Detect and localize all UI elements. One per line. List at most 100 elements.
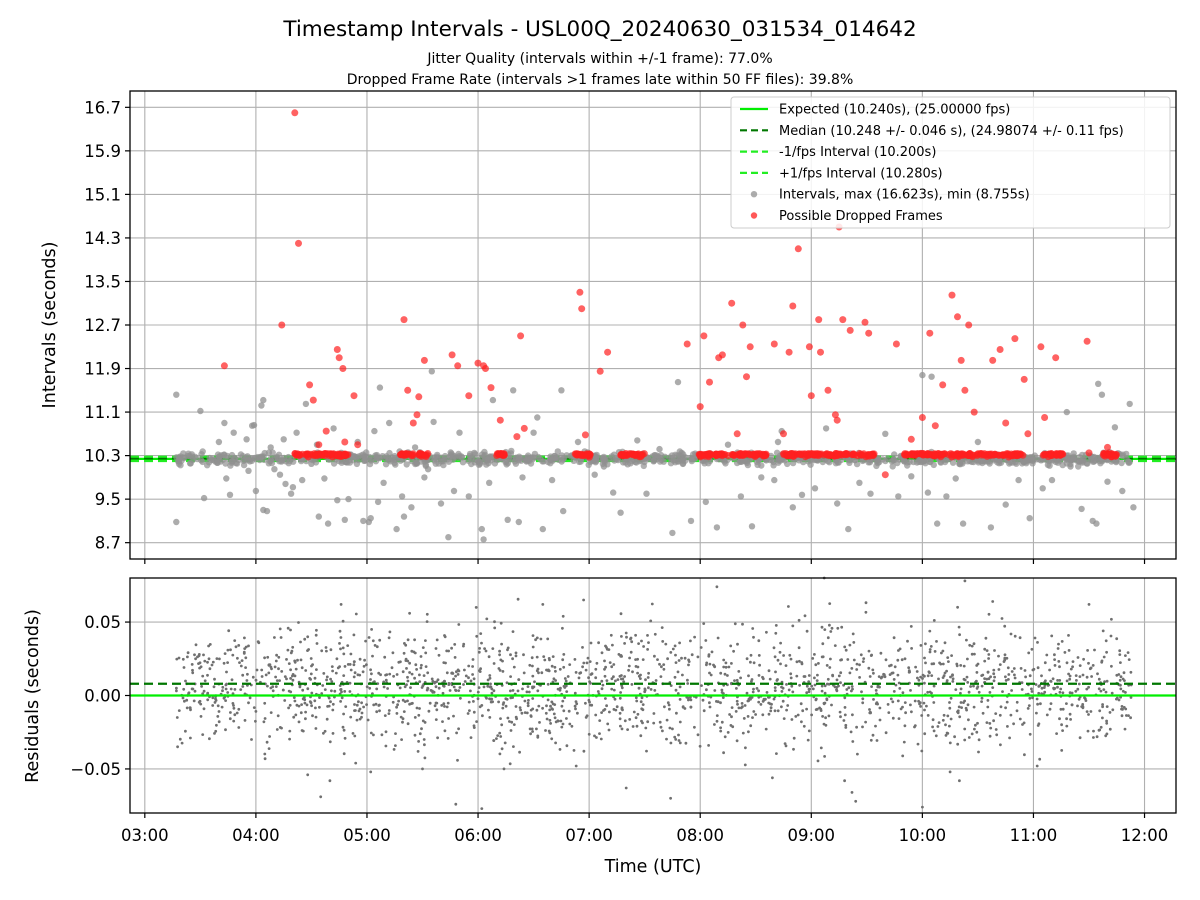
residual-point: [260, 668, 264, 672]
residual-point: [278, 679, 281, 682]
interval-point: [758, 474, 765, 481]
interval-point: [867, 490, 874, 497]
residual-point: [798, 683, 801, 687]
residual-point: [454, 674, 457, 678]
residual-point: [821, 655, 825, 659]
residual-point: [730, 715, 733, 719]
residual-point: [547, 729, 551, 733]
interval-point: [1039, 485, 1046, 492]
residual-point: [176, 745, 180, 749]
top-y-tick-label: 14.3: [84, 229, 121, 248]
top-y-tick-label: 15.9: [84, 142, 121, 161]
residual-point: [1108, 727, 1112, 731]
residual-point: [582, 749, 586, 753]
interval-point: [199, 448, 206, 455]
residual-point: [1036, 641, 1039, 644]
residual-point: [813, 683, 817, 687]
interval-point: [341, 516, 348, 523]
residual-point: [529, 715, 533, 718]
top-y-tick-label: 11.9: [84, 360, 121, 379]
dropped-frame-point: [817, 348, 824, 356]
interval-point: [376, 384, 384, 391]
interval-point: [984, 458, 991, 465]
interval-point: [176, 456, 183, 463]
residual-point: [1110, 617, 1113, 621]
residual-point: [771, 776, 774, 780]
interval-point: [1078, 505, 1085, 513]
residual-point: [198, 699, 202, 703]
residual-point: [311, 714, 314, 718]
residual-point: [612, 675, 615, 679]
residual-point: [314, 633, 318, 637]
residual-point: [546, 637, 550, 641]
residual-point: [233, 713, 237, 717]
residual-point: [234, 645, 238, 649]
residual-point: [548, 708, 552, 712]
residual-point: [435, 638, 439, 642]
top-x-ticks: [144, 559, 1146, 564]
residual-point: [499, 658, 503, 662]
interval-point: [1125, 459, 1133, 467]
residual-point: [604, 665, 607, 669]
residual-point: [1071, 665, 1074, 669]
residual-point: [348, 663, 352, 666]
residual-point: [530, 656, 534, 660]
residual-point: [348, 681, 352, 685]
residual-point: [567, 709, 571, 713]
top-y-tick-label: 8.7: [95, 534, 121, 553]
residual-point: [669, 796, 672, 800]
residual-point: [956, 742, 960, 746]
residual-point: [331, 669, 334, 673]
dropped-frame-point: [986, 451, 994, 459]
residual-point: [443, 679, 446, 683]
residual-point: [765, 630, 768, 634]
residual-point: [835, 685, 839, 689]
residual-point: [956, 710, 959, 714]
residual-point: [1120, 707, 1123, 711]
residual-point: [782, 717, 786, 720]
residual-point: [487, 708, 490, 712]
residual-point: [608, 710, 611, 714]
residual-point: [878, 685, 881, 689]
residual-point: [896, 699, 900, 703]
interval-point: [943, 456, 950, 464]
residual-point: [776, 658, 780, 662]
residual-point: [678, 698, 682, 701]
residual-point: [937, 721, 941, 724]
residual-point: [1002, 660, 1006, 663]
residual-point: [909, 625, 913, 628]
dropped-frame-point: [572, 450, 580, 458]
residual-point: [1061, 707, 1065, 711]
residual-point: [266, 655, 270, 659]
residual-point: [839, 658, 842, 662]
residual-point: [315, 668, 318, 671]
interval-point: [449, 456, 457, 463]
residual-point: [620, 684, 624, 687]
residual-point: [824, 723, 828, 727]
residual-point: [814, 698, 818, 702]
dropped-frame-point: [780, 430, 787, 438]
residual-point: [424, 665, 428, 668]
residual-point: [1074, 689, 1078, 693]
residual-point: [384, 744, 388, 748]
interval-point: [978, 458, 985, 465]
residual-point: [224, 687, 228, 691]
residual-point: [789, 672, 793, 676]
residual-point: [342, 712, 345, 716]
residual-point: [425, 688, 429, 692]
interval-point: [208, 456, 215, 464]
residual-point: [338, 665, 341, 668]
residual-point: [515, 717, 518, 721]
residual-point: [201, 692, 205, 695]
residual-point: [746, 715, 750, 718]
residual-point: [183, 699, 186, 703]
residual-point: [423, 743, 426, 747]
residual-point: [378, 709, 381, 713]
dropped-frame-point: [465, 392, 473, 400]
residual-point: [289, 677, 292, 680]
residual-point: [980, 674, 984, 677]
residual-point: [634, 665, 638, 668]
interval-point: [922, 460, 929, 467]
residual-point: [839, 681, 842, 685]
residual-point: [531, 730, 534, 733]
